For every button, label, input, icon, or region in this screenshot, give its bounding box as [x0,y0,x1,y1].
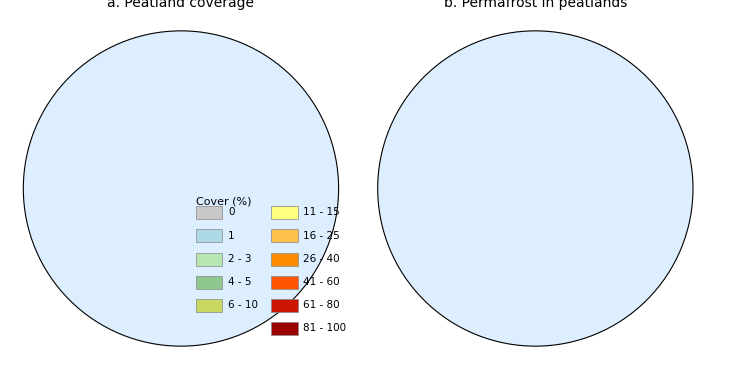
FancyBboxPatch shape [196,253,222,266]
Text: 2 - 3: 2 - 3 [228,254,252,264]
FancyBboxPatch shape [271,253,298,266]
Title: a. Peatland coverage: a. Peatland coverage [108,0,254,10]
FancyBboxPatch shape [196,229,222,242]
Text: 0: 0 [228,207,234,218]
FancyBboxPatch shape [271,322,298,335]
FancyBboxPatch shape [271,299,298,312]
Text: 11 - 15: 11 - 15 [303,207,340,218]
FancyBboxPatch shape [271,206,298,219]
Text: 61 - 80: 61 - 80 [303,300,340,310]
Ellipse shape [23,31,339,346]
FancyBboxPatch shape [196,206,222,219]
Text: 1: 1 [228,231,234,241]
FancyBboxPatch shape [196,299,222,312]
Text: 81 - 100: 81 - 100 [303,323,347,333]
FancyBboxPatch shape [271,276,298,289]
Text: 26 - 40: 26 - 40 [303,254,340,264]
Text: Cover (%): Cover (%) [196,196,252,206]
Ellipse shape [378,31,693,346]
Title: b. Permafrost in peatlands: b. Permafrost in peatlands [443,0,627,10]
Text: 4 - 5: 4 - 5 [228,277,252,287]
Text: 16 - 25: 16 - 25 [303,231,340,241]
Text: 41 - 60: 41 - 60 [303,277,340,287]
FancyBboxPatch shape [271,229,298,242]
FancyBboxPatch shape [196,276,222,289]
Text: 6 - 10: 6 - 10 [228,300,258,310]
